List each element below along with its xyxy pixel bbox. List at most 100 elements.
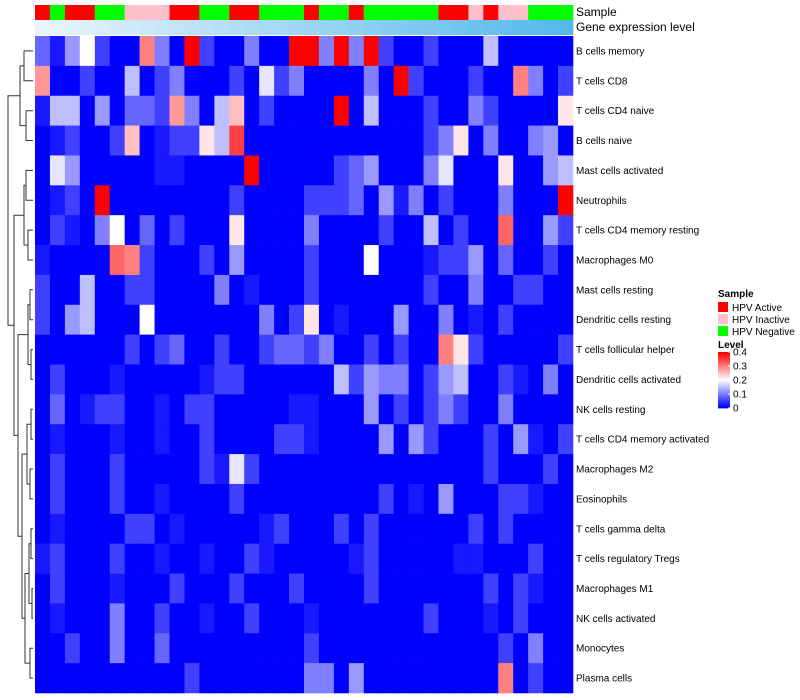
heatmap-cell <box>244 483 260 515</box>
heatmap-cell <box>259 65 275 97</box>
heatmap-cell <box>64 185 81 216</box>
heatmap-cell <box>318 245 335 276</box>
heatmap-cell <box>259 663 275 694</box>
heatmap-cell <box>139 215 155 246</box>
heatmap-cell <box>498 603 514 634</box>
heatmap-cell <box>199 185 215 216</box>
colorbar-segment <box>718 367 730 370</box>
heatmap-cell <box>333 543 350 574</box>
expression-annotation-cell <box>229 20 245 35</box>
sample-annotation-cell <box>109 5 125 20</box>
legend-swatch <box>718 302 728 312</box>
heatmap-cell <box>363 603 380 634</box>
heatmap-cell <box>259 215 275 246</box>
heatmap-cell <box>348 95 365 126</box>
heatmap-cell <box>289 95 305 126</box>
level-legend-colorbar: 0.4 0.3 0.2 0.1 0 <box>718 348 747 415</box>
row-label: Macrophages M0 <box>576 256 654 267</box>
heatmap-cell <box>528 454 544 485</box>
heatmap-cell <box>154 394 170 425</box>
heatmap-cell <box>483 394 499 425</box>
heatmap-cell <box>199 304 215 335</box>
row-label: Dendritic cells activated <box>576 375 681 386</box>
dendrogram-branch <box>31 588 33 619</box>
heatmap-cell <box>468 394 484 425</box>
heatmap-cell <box>363 663 380 694</box>
heatmap-cell <box>124 185 140 216</box>
heatmap-cell <box>79 95 96 126</box>
heatmap-cell <box>199 364 215 395</box>
heatmap-cell <box>348 334 365 365</box>
heatmap-cell <box>64 274 81 306</box>
heatmap-cell <box>229 334 245 365</box>
heatmap-cell <box>468 65 484 97</box>
heatmap-cell <box>94 334 111 365</box>
heatmap-cell <box>393 95 409 126</box>
heatmap-cell <box>453 65 469 97</box>
row-label: T cells CD4 naive <box>576 106 655 117</box>
heatmap-cell <box>139 95 155 126</box>
heatmap-cell <box>169 513 185 544</box>
heatmap-cell <box>49 95 66 126</box>
heatmap-cell <box>558 394 574 425</box>
heatmap-cell <box>139 155 155 186</box>
heatmap-cell <box>139 663 155 694</box>
heatmap-cell <box>423 513 439 544</box>
colorbar-segment <box>718 399 730 402</box>
heatmap-cell <box>483 274 499 306</box>
heatmap-cell <box>453 36 469 67</box>
heatmap-cell <box>498 454 514 485</box>
heatmap-cell <box>408 424 424 455</box>
heatmap-cell <box>214 603 230 634</box>
heatmap-cell <box>244 274 260 306</box>
heatmap-cell <box>49 125 66 156</box>
heatmap-cell <box>169 454 185 485</box>
heatmap-cell <box>438 185 454 216</box>
heatmap-cell <box>169 394 185 425</box>
heatmap-cell <box>139 454 155 485</box>
heatmap-cell <box>438 304 454 335</box>
heatmap-cell <box>453 394 469 425</box>
heatmap-cell <box>363 125 380 156</box>
heatmap-cell <box>124 36 140 67</box>
heatmap-cell <box>244 65 260 97</box>
heatmap-cell <box>79 36 96 67</box>
heatmap-cell <box>333 65 350 97</box>
heatmap-cell <box>244 424 260 455</box>
heatmap-cell <box>438 603 454 634</box>
heatmap-cell <box>139 394 155 425</box>
heatmap-cell <box>289 125 305 156</box>
heatmap-cell <box>139 334 155 365</box>
heatmap-cell <box>64 364 81 395</box>
heatmap-cell <box>438 36 454 67</box>
heatmap-cell <box>528 36 544 67</box>
heatmap-cell <box>423 603 439 634</box>
heatmap-cell <box>199 543 215 574</box>
heatmap-cell <box>289 483 305 515</box>
heatmap-cell <box>35 65 51 97</box>
heatmap-cell <box>304 543 320 574</box>
heatmap-cell <box>184 364 200 395</box>
heatmap-cell <box>558 245 574 276</box>
heatmap-cell <box>318 304 335 335</box>
heatmap-cell <box>169 334 185 365</box>
heatmap-cell <box>483 603 499 634</box>
heatmap-cell <box>259 513 275 544</box>
heatmap-cell <box>378 513 394 544</box>
colorbar-segment <box>718 361 730 364</box>
heatmap-cell <box>423 245 439 276</box>
heatmap-cell <box>483 36 499 67</box>
heatmap-cell <box>199 394 215 425</box>
heatmap-cell <box>259 245 275 276</box>
heatmap-cell <box>289 543 305 574</box>
colorbar-segment <box>718 395 730 398</box>
colorbar-segment <box>718 396 730 399</box>
heatmap-cell <box>483 245 499 276</box>
heatmap-cell <box>423 65 439 97</box>
heatmap-cell <box>513 394 529 425</box>
heatmap-cell <box>378 603 394 634</box>
heatmap-cell <box>528 483 544 515</box>
heatmap-cell <box>124 304 140 335</box>
heatmap-cell <box>318 633 335 664</box>
